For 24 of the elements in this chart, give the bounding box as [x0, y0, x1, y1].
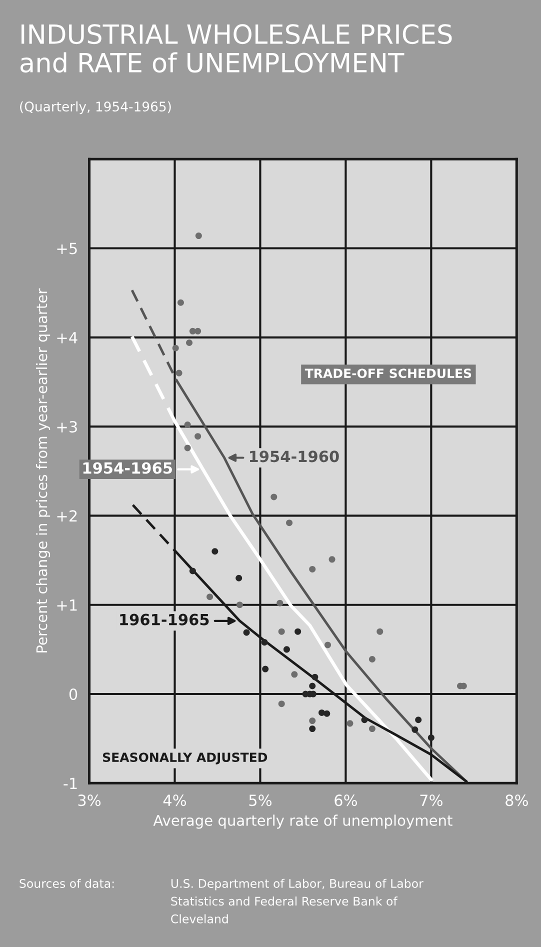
- x-tick-label: 4%: [163, 794, 186, 806]
- x-tick-label: 5%: [249, 794, 272, 806]
- x-tick-label: 8%: [506, 794, 528, 806]
- y-tick-label: +2: [57, 510, 77, 522]
- series-label: 1954-1960: [250, 450, 339, 462]
- legend-label: 1961-1965: [120, 614, 209, 626]
- x-tick-label: 6%: [334, 794, 357, 806]
- legend-label: 1954-1965: [83, 462, 172, 474]
- x-tick-label: 3%: [78, 794, 101, 806]
- y-tick-label: +1: [57, 600, 77, 611]
- annotation: SEASONALLY ADJUSTED: [102, 752, 268, 764]
- source-note: Sources of data:: [20, 878, 114, 888]
- x-axis-title: Average quarterly rate of unemployment: [153, 814, 452, 829]
- chart-subtitle: (Quarterly, 1954-1965): [20, 101, 171, 114]
- x-tick-label: 7%: [420, 794, 442, 806]
- text: U.S. Department of Labor, Bureau of Labor Statistics and Federal Reserve Bank of Cleveland: [171, 878, 424, 924]
- y-tick-label: 0: [69, 688, 78, 700]
- chart-title: INDUSTRIAL WHOLESALE PRICES and RATE of UNEMPLOYMENT: [20, 24, 452, 73]
- y-tick-label: -1: [64, 778, 77, 789]
- y-tick-label: +5: [57, 242, 77, 254]
- annotation: TRADE-OFF SCHEDULES: [304, 368, 472, 378]
- y-tick-label: +3: [57, 421, 77, 433]
- y-axis-title: Percent change in prices from year-earlier quarter: [36, 288, 50, 652]
- y-tick-label: +4: [57, 332, 78, 344]
